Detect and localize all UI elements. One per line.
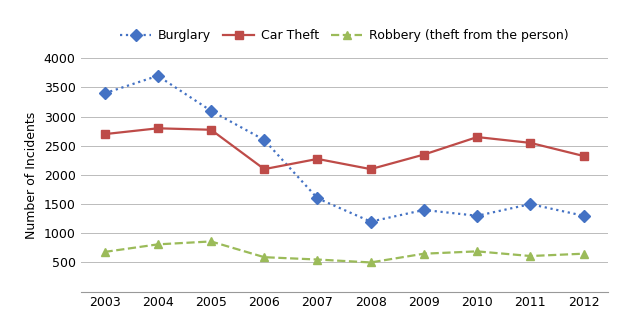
Legend: Burglary, Car Theft, Robbery (theft from the person): Burglary, Car Theft, Robbery (theft from… xyxy=(115,24,574,47)
Y-axis label: Number of Incidents: Number of Incidents xyxy=(25,111,38,238)
